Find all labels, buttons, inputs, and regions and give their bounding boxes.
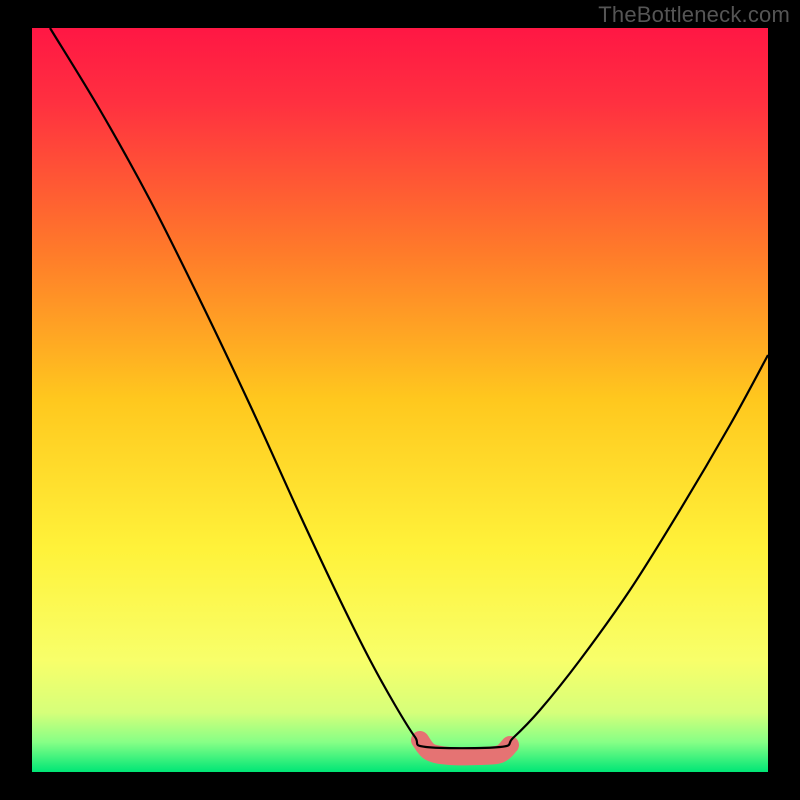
watermark-text: TheBottleneck.com — [598, 2, 790, 28]
bottleneck-chart — [0, 0, 800, 800]
chart-background — [32, 28, 768, 772]
